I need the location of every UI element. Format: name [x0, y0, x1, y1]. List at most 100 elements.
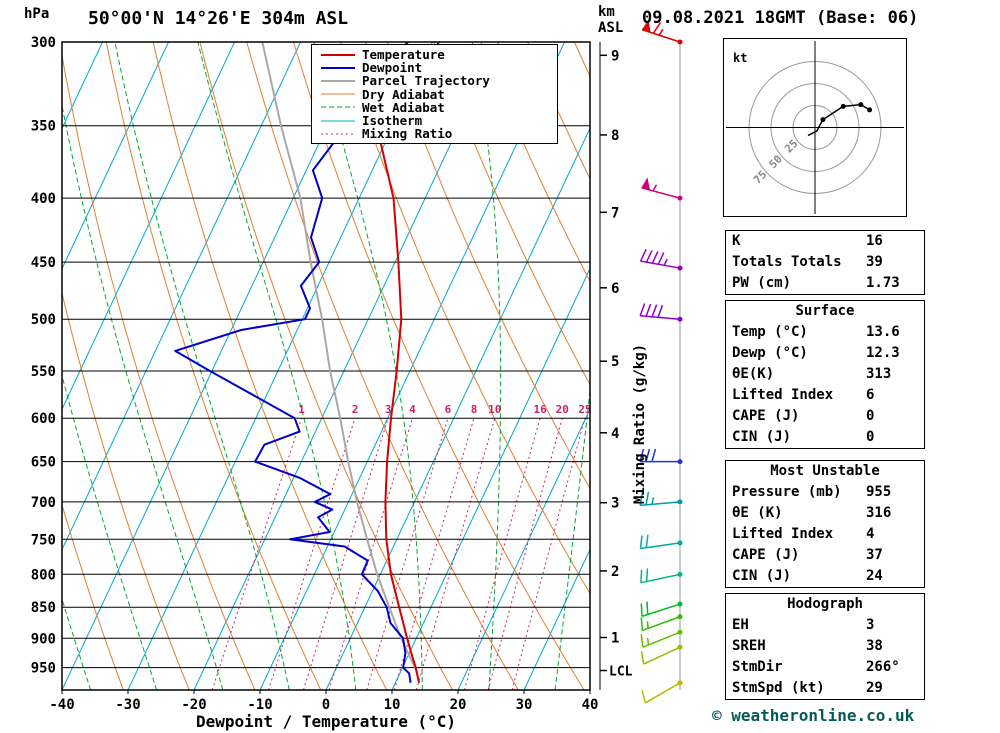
mixing-ratio-axis-title: Mixing Ratio (g/kg): [632, 343, 648, 505]
mixing-ratio-label: 3: [385, 403, 392, 416]
stats-table-title: Surface: [795, 303, 855, 319]
isotherms-group: [62, 42, 590, 690]
wind-barb: [639, 248, 683, 271]
temperature-line: [375, 42, 441, 684]
km-tick-label: 9: [611, 48, 619, 64]
stats-value: 39: [866, 254, 883, 270]
mixing-ratio-label: 4: [409, 403, 416, 416]
stats-label: CAPE (J): [732, 547, 800, 563]
hodograph-trace-dot: [858, 102, 864, 108]
legend-item: Dewpoint: [312, 60, 557, 76]
stats-value: 955: [866, 484, 892, 500]
stats-table-title: Hodograph: [787, 596, 863, 612]
km-axis-title-line2: ASL: [598, 20, 624, 36]
km-tick-label: 1: [611, 631, 619, 647]
wind-barb: [641, 177, 683, 201]
wind-barb: [641, 19, 683, 45]
wind-barb: [639, 448, 683, 465]
km-axis: 1 2 3 4 5 6 7 8 9 LCL: [599, 42, 633, 690]
stats-table-row: CAPE (J) 0: [726, 406, 924, 427]
stats-value: 29: [866, 680, 883, 696]
temp-tick-label: -10: [247, 697, 272, 713]
isotherm-line: [62, 42, 236, 411]
wet-adiabat-line: [197, 42, 357, 690]
legend-item: Parcel Trajectory: [312, 73, 557, 89]
isotherm-line: [259, 42, 566, 690]
legend-item: Mixing Ratio: [312, 126, 557, 141]
dry-adiabat-line: [293, 42, 585, 690]
pressure-tick-label: 300: [31, 35, 56, 51]
legend-item: Dry Adiabat: [312, 86, 557, 102]
stats-table-row: EH 3: [726, 615, 924, 636]
legend-line-sample: [321, 106, 355, 108]
stats-value: 0: [866, 429, 875, 445]
legend-item-label: Dry Adiabat: [362, 86, 445, 102]
dewpoint-line: [174, 42, 412, 683]
stats-label: CIN (J): [732, 429, 792, 445]
stats-value: 24: [866, 568, 883, 584]
isotherm-line: [193, 42, 500, 690]
isotherm-line: [62, 42, 368, 690]
legend-line-sample: [321, 133, 355, 135]
isotherm-line: [62, 42, 170, 270]
mixing-ratio-line: [268, 418, 356, 690]
stats-table-row: StmSpd (kt) 29: [726, 678, 924, 699]
hodograph-ring-label: 50: [766, 153, 785, 172]
stats-value: 6: [866, 387, 875, 403]
stats-value: 3: [866, 617, 875, 633]
km-tick-label: 8: [611, 128, 619, 144]
km-tick-label: 7: [611, 205, 619, 221]
stats-table-row: Dewp (°C) 12.3: [726, 343, 924, 364]
legend-box: Temperature Dewpoint Parcel Trajectory Dry …: [311, 44, 558, 145]
hodograph-ring-label: 25: [782, 137, 801, 156]
legend-line-sample: [321, 120, 355, 122]
pressure-tick-label: 850: [31, 600, 56, 616]
stats-value: 4: [866, 526, 875, 542]
stats-table-row: Lifted Index 6: [726, 385, 924, 406]
pressure-tick-label: 700: [31, 495, 56, 511]
isotherm-line: [391, 267, 590, 690]
stats-label: θE (K): [732, 505, 783, 521]
mixing-ratio-label: 20: [556, 403, 569, 416]
temp-tick-label: -30: [115, 697, 140, 713]
mixing-ratio-labels: 1 2 3 4 6 8 10 16 20 25: [298, 403, 591, 416]
legend-item-label: Parcel Trajectory: [362, 73, 490, 89]
wind-barb: [640, 629, 683, 648]
km-tick-label: 4: [611, 426, 619, 442]
pressure-tick-label: 750: [31, 532, 56, 548]
wet-adiabat-line: [554, 386, 590, 690]
dry-adiabat-line: [62, 52, 256, 690]
mixing-ratio-line: [211, 418, 303, 690]
copyright: © weatheronline.co.uk: [712, 706, 915, 725]
stats-value: 1.73: [866, 275, 900, 291]
mixing-ratio-group: [211, 418, 586, 690]
legend-item-label: Isotherm: [362, 113, 423, 129]
km-tick-label: 5: [611, 354, 619, 370]
stats-table-row: CIN (J) 0: [726, 427, 924, 448]
dry-adiabat-line: [152, 42, 388, 690]
mixing-ratio-label: 1: [298, 403, 305, 416]
legend-item-label: Dewpoint: [362, 60, 423, 76]
wet-adiabat-line: [62, 373, 158, 690]
lcl-label: LCL: [609, 665, 633, 680]
mixing-ratio-line: [415, 418, 496, 690]
wind-barb: [640, 614, 683, 632]
temp-tick-label: 0: [322, 697, 330, 713]
pressure-tick-label: 500: [31, 312, 56, 328]
km-tick-label: 2: [611, 564, 619, 580]
wet-adiabats-group: [62, 42, 590, 690]
legend-item-label: Wet Adiabat: [362, 99, 445, 115]
stats-label: Lifted Index: [732, 526, 834, 542]
hodograph-ring-label: 75: [751, 168, 770, 187]
mixing-ratio-line: [302, 418, 389, 690]
mixing-ratio-line: [328, 418, 413, 690]
stats-value: 313: [866, 366, 892, 382]
stats-table-row: StmDir 266°: [726, 657, 924, 678]
isotherm-line: [62, 42, 302, 551]
profiles-group: [174, 42, 441, 684]
km-axis-title: km ASL: [598, 4, 623, 36]
stats-label: CAPE (J): [732, 408, 800, 424]
wind-barb: [639, 534, 683, 550]
stats-table-row: CIN (J) 24: [726, 566, 924, 587]
